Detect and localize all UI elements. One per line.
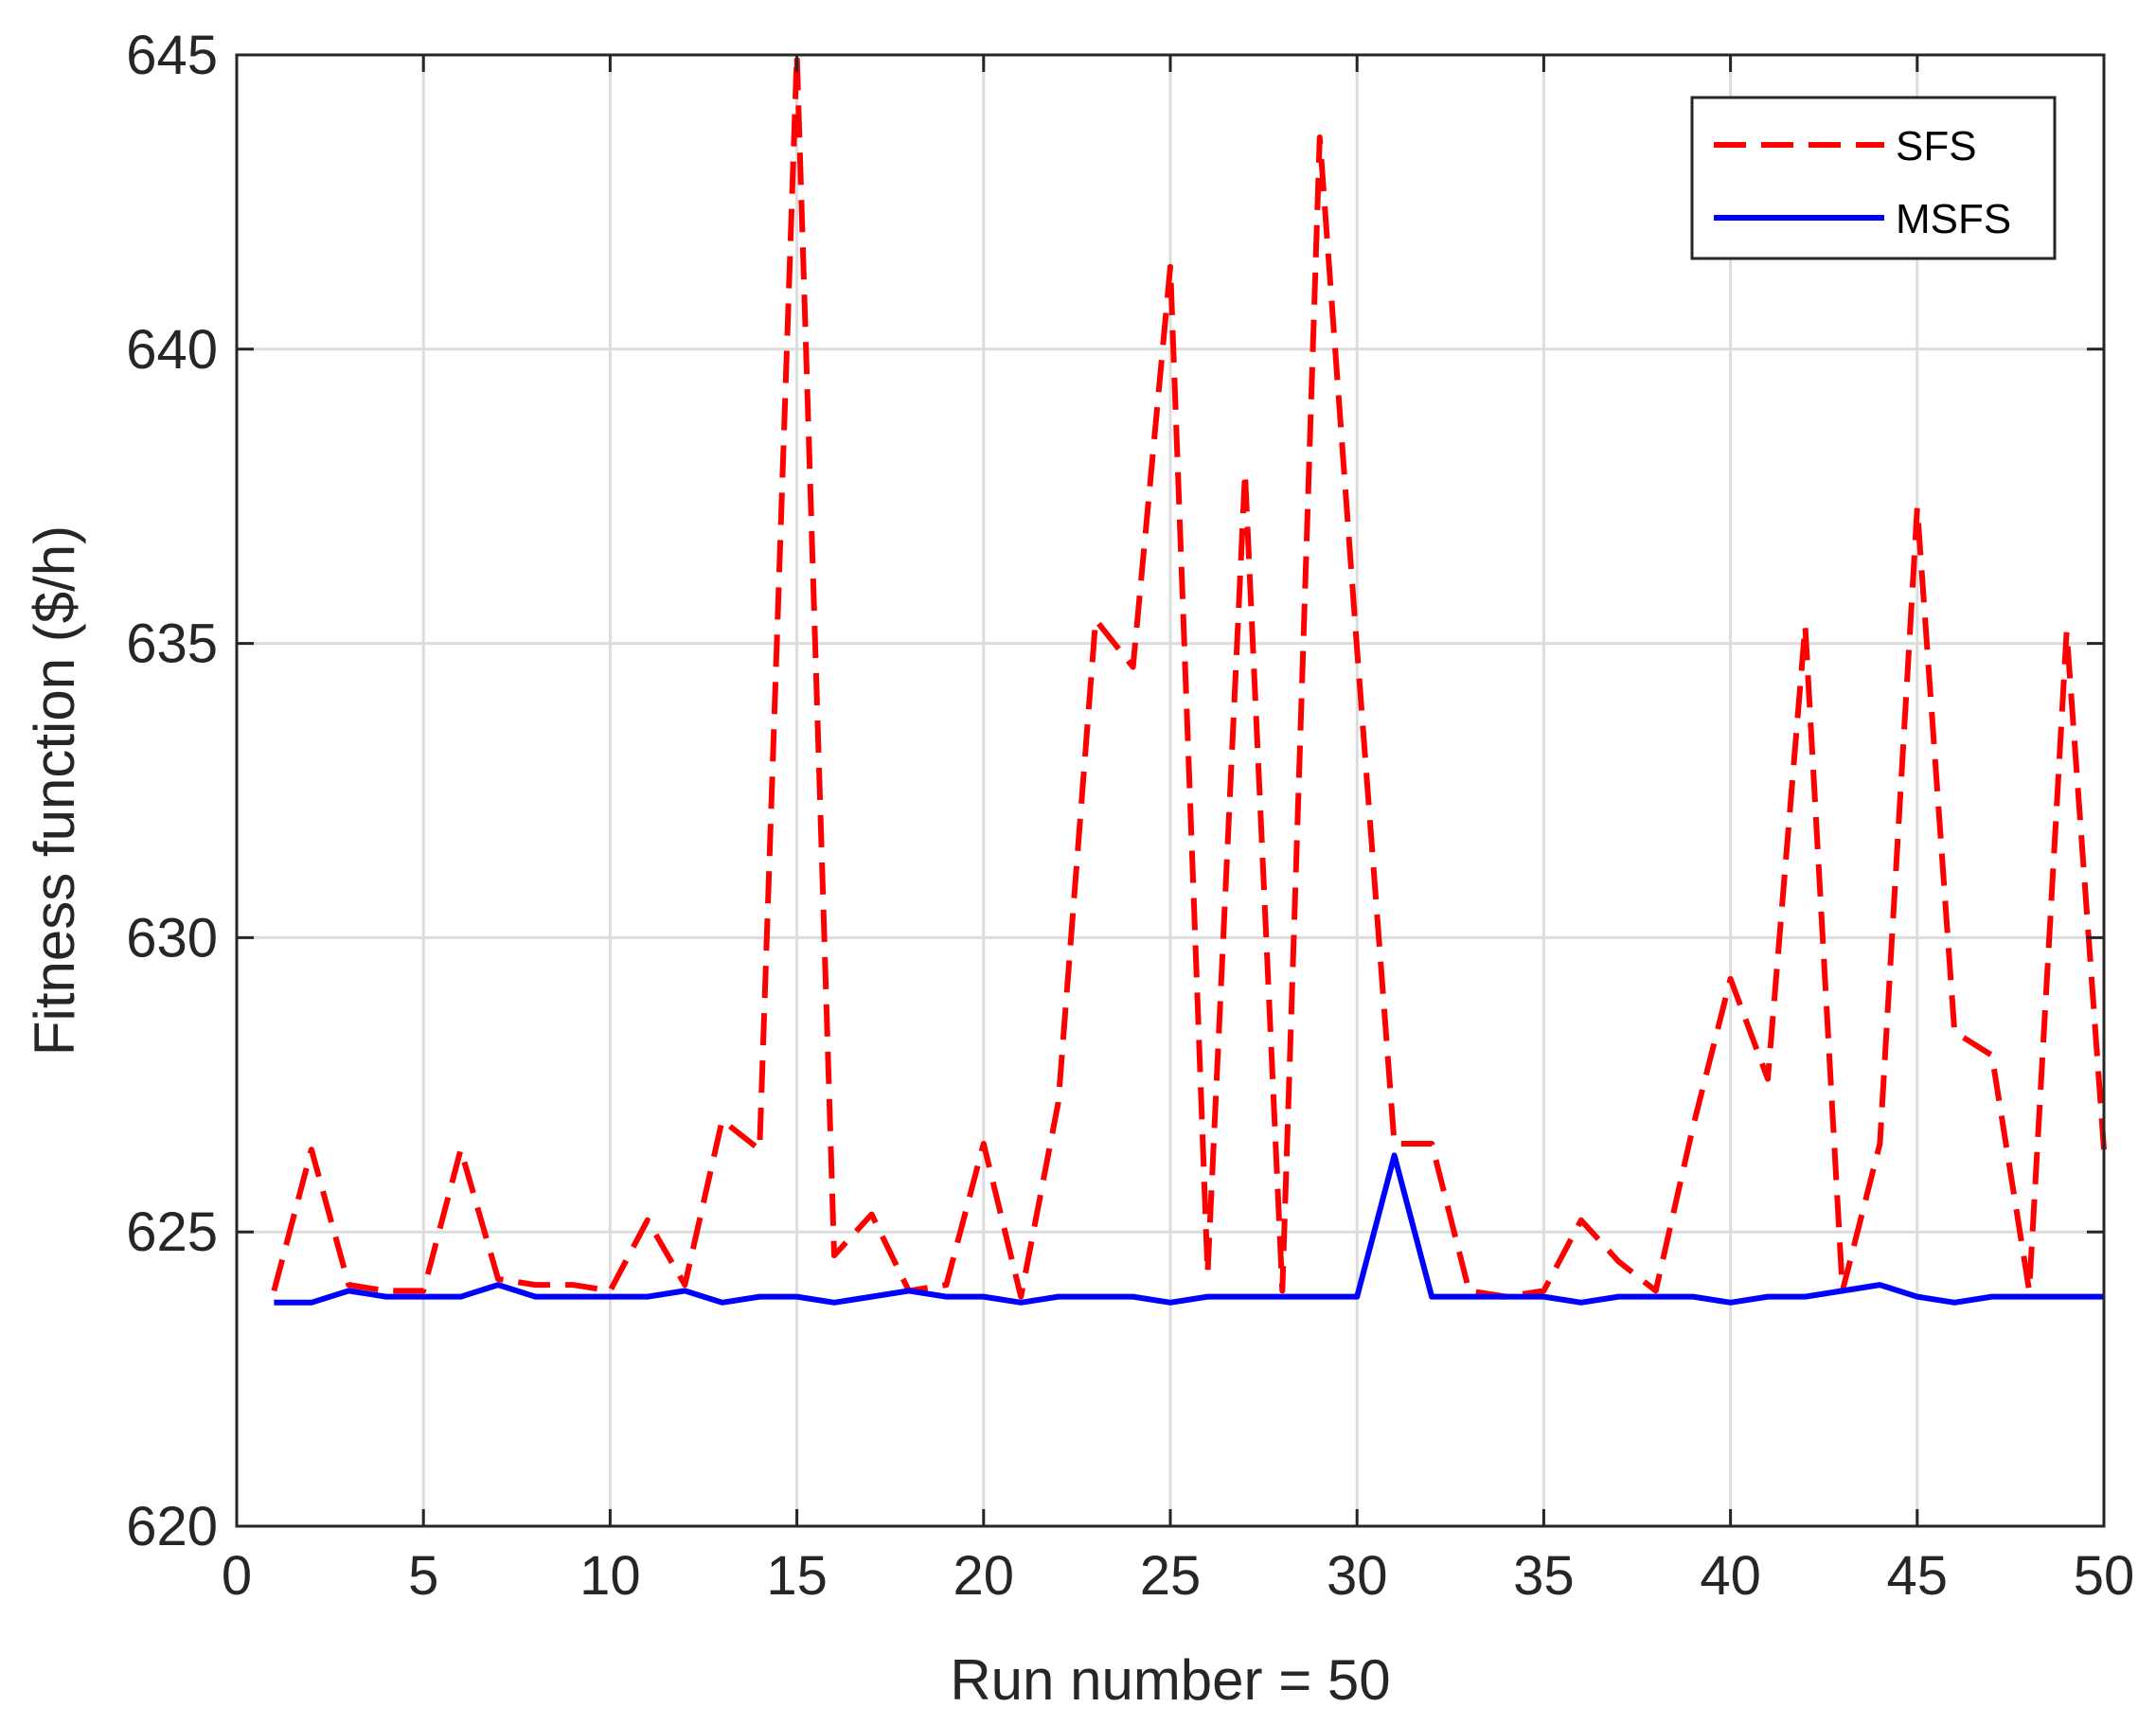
x-tick-label: 20 — [953, 1545, 1015, 1607]
y-tick-label: 635 — [126, 614, 218, 675]
x-tick-label: 40 — [1700, 1545, 1761, 1607]
legend-label-msfs: MSFS — [1896, 196, 2011, 242]
y-tick-label: 645 — [126, 25, 218, 86]
y-axis-label: Fitness function ($/h) — [23, 525, 86, 1056]
x-axis-label: Run number = 50 — [950, 1648, 1390, 1712]
x-tick-label: 0 — [222, 1545, 252, 1607]
legend-box — [1690, 96, 2057, 260]
x-tick-label: 30 — [1327, 1545, 1388, 1607]
x-tick-label: 25 — [1140, 1545, 1202, 1607]
legend: SFS MSFS — [1690, 96, 2057, 260]
x-tick-label: 5 — [408, 1545, 438, 1607]
y-axis-ticks: 620 625 630 635 640 645 — [126, 25, 2104, 1557]
series-layer — [271, 52, 2107, 1306]
y-tick-label: 620 — [126, 1496, 218, 1557]
y-tick-label: 640 — [126, 319, 218, 381]
x-axis-ticks: 0 5 10 15 20 25 30 35 40 45 50 — [222, 55, 2134, 1607]
x-tick-label: 15 — [766, 1545, 828, 1607]
y-tick-label: 630 — [126, 907, 218, 969]
series-line-sfs — [271, 52, 2107, 1300]
y-tick-label: 625 — [126, 1201, 218, 1263]
legend-label-sfs: SFS — [1896, 123, 1977, 169]
x-tick-label: 35 — [1513, 1545, 1575, 1607]
x-tick-label: 50 — [2074, 1545, 2135, 1607]
series-line-msfs — [274, 1152, 2104, 1306]
x-tick-label: 45 — [1887, 1545, 1949, 1607]
x-tick-label: 10 — [579, 1545, 641, 1607]
